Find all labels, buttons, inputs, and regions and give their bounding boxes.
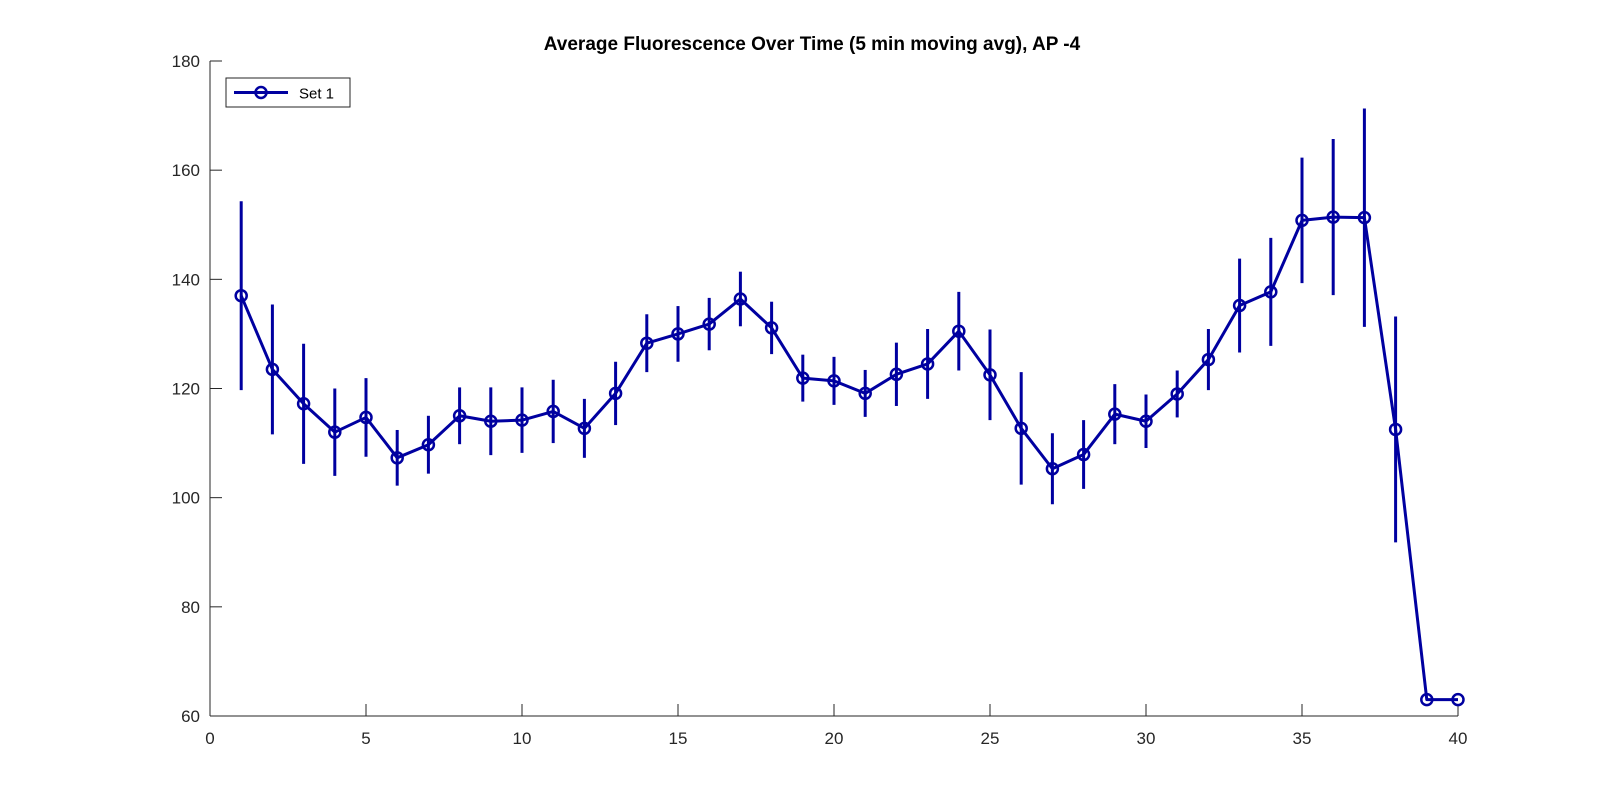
data-point [234,288,248,303]
data-point [1326,210,1340,224]
x-tick-label: 40 [1449,729,1468,748]
data-point [1232,298,1247,313]
data-point [827,374,841,388]
y-tick-label: 140 [172,270,200,289]
data-point [1357,210,1372,225]
data-point [328,425,342,439]
series-line [239,215,1458,702]
data-point [983,368,997,382]
data-point [1295,213,1309,228]
y-tick-label: 180 [172,52,200,71]
x-tick-label: 35 [1293,729,1312,748]
data-point [640,336,654,350]
data-point [671,327,685,341]
data-point [1451,692,1465,707]
data-point [515,413,529,427]
data-point [359,410,373,425]
x-tick-label: 5 [361,729,370,748]
data-point [265,362,280,377]
y-tick-label: 160 [172,161,200,180]
legend-label: Set 1 [299,86,334,103]
y-tick-label: 100 [172,489,200,508]
data-point [1388,422,1403,437]
data-point [421,437,436,452]
data-point [546,404,560,419]
data-point [1014,421,1028,436]
data-point [1201,352,1216,367]
x-tick-label: 10 [513,729,532,748]
y-tick-label: 120 [172,380,200,399]
data-point [1420,692,1434,707]
x-tick-label: 0 [205,729,214,748]
data-point [889,367,904,382]
data-point [702,317,716,331]
data-point [577,421,592,436]
chart-title: Average Fluorescence Over Time (5 min mo… [544,34,1081,55]
data-point [920,357,935,371]
data-point [858,386,872,401]
y-tick-label: 60 [181,707,200,726]
x-tick-label: 15 [669,729,688,748]
data-point [1108,407,1122,421]
data-point [1170,387,1184,401]
data-point [452,409,467,423]
data-point [1264,285,1278,299]
x-tick-label: 30 [1137,729,1156,748]
y-tick-label: 80 [181,598,200,617]
data-point [764,321,779,335]
data-point [608,386,623,401]
data-point [1045,461,1060,476]
data-point [1076,447,1091,462]
data-point [484,414,498,428]
data-point [796,371,810,385]
data-point [952,324,966,338]
x-tick-label: 20 [825,729,844,748]
data-point [390,451,404,465]
data-point [296,397,311,411]
x-tick-label: 25 [981,729,1000,748]
data-point [733,292,748,306]
axes: 0 5 10 15 20 25 30 35 40 60 80 100 120 140 160 180 [172,52,1468,748]
data-point [1139,414,1153,428]
series-set-1 [234,210,1465,707]
legend: Set 1 [225,77,351,108]
legend-marker-sample [254,85,268,100]
